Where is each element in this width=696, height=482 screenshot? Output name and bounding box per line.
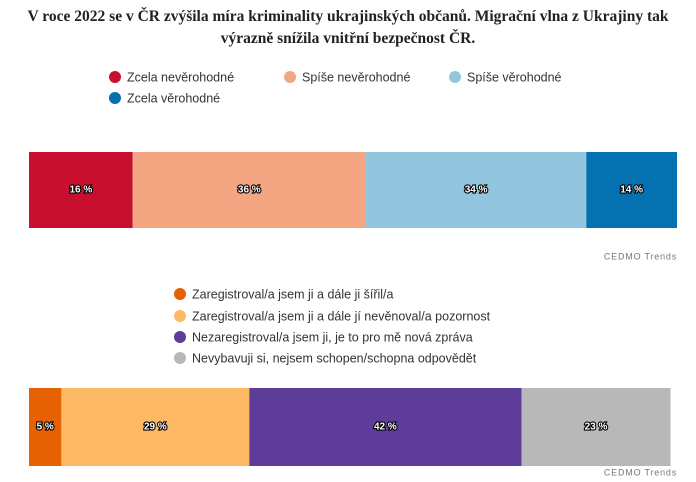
legend-swatch (109, 92, 121, 104)
legend-label: Spíše nevěrohodné (302, 70, 410, 84)
bar-segment (61, 388, 250, 466)
value-label: 34 % (465, 185, 488, 196)
legend-label: Zcela věrohodné (127, 91, 220, 105)
source: CEDMO Trends (604, 467, 677, 477)
value-label: 36 % (238, 185, 261, 196)
value-label: 14 % (620, 185, 643, 196)
value-label: 16 % (69, 185, 92, 196)
legend-swatch (284, 71, 296, 83)
value-label: 42 % (374, 422, 397, 433)
legend-label: Zaregistroval/a jsem ji a dále ji šířil/… (192, 287, 394, 301)
value-label: 23 % (585, 422, 608, 433)
source: CEDMO Trends (604, 251, 677, 261)
legend-swatch (174, 310, 186, 322)
legend-label: Zcela nevěrohodné (127, 70, 234, 84)
legend-label: Nevybavuji si, nejsem schopen/schopna od… (192, 351, 477, 365)
bar-segment (365, 152, 587, 228)
legend-label: Spíše věrohodné (467, 70, 562, 84)
bar-segment (249, 388, 522, 466)
value-label: 29 % (144, 422, 167, 433)
legend-swatch (174, 288, 186, 300)
legend-swatch (449, 71, 461, 83)
bar-segment (132, 152, 366, 228)
legend-swatch (174, 352, 186, 364)
value-label: 5 % (37, 422, 54, 433)
bar-segment (29, 388, 62, 466)
chart-title: V roce 2022 se v ČR zvýšila míra krimina… (27, 8, 669, 47)
bar-segment (521, 388, 671, 466)
bar-segment (586, 152, 677, 228)
legend-label: Zaregistroval/a jsem ji a dále jí nevěno… (192, 309, 491, 323)
legend-swatch (174, 331, 186, 343)
bar-segment (29, 152, 133, 228)
legend-swatch (109, 71, 121, 83)
legend-label: Nezaregistroval/a jsem ji, je to pro mě … (192, 330, 473, 344)
